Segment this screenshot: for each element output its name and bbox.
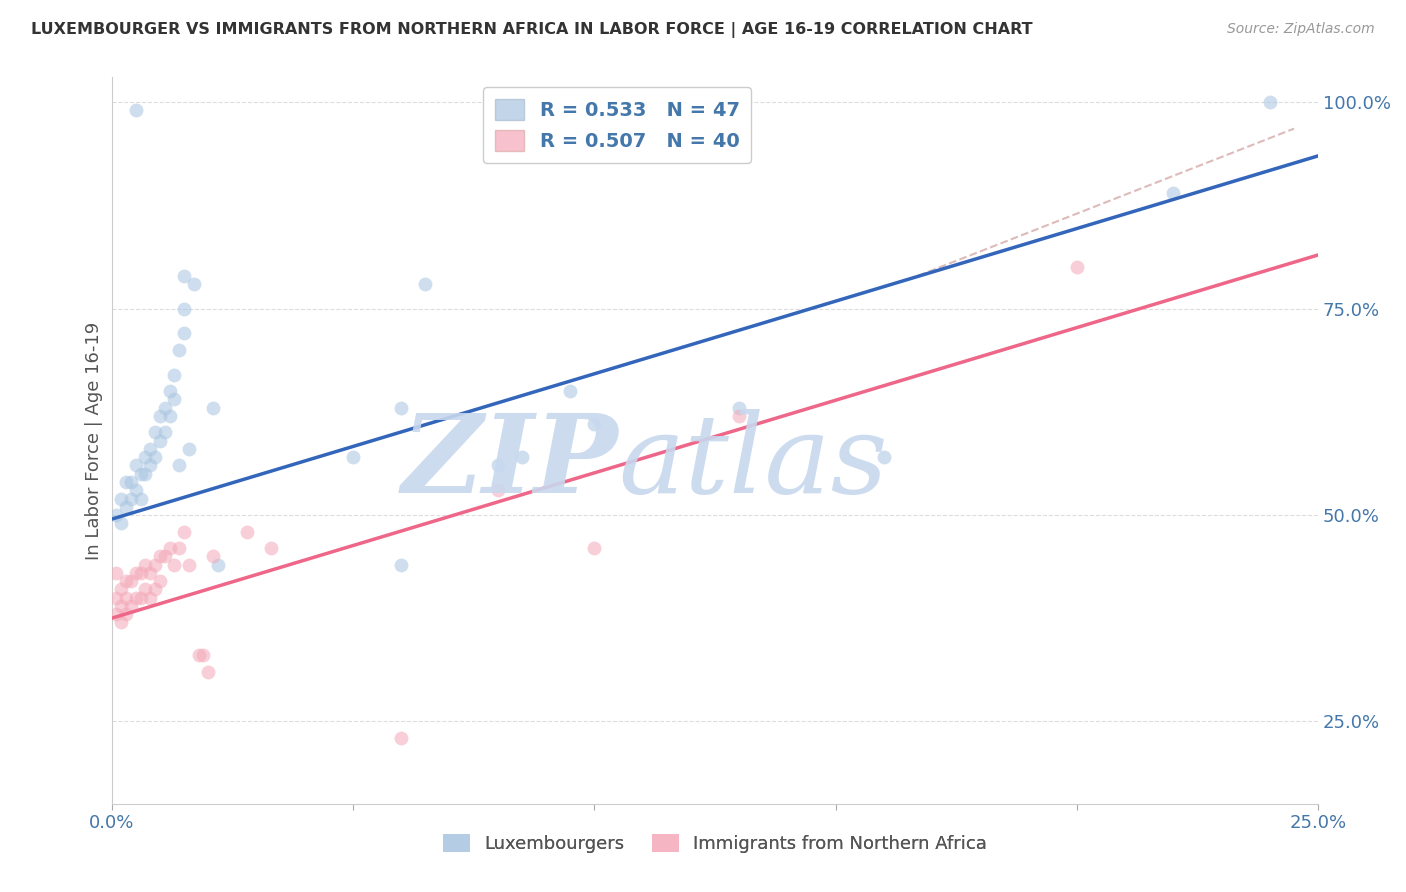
Point [125,458,148,473]
Point [728,401,751,415]
Point [115,591,138,605]
Point [143,425,166,440]
Point [167,343,190,357]
Point [159,541,181,555]
Point [193,648,215,663]
Point [173,326,195,341]
Point [177,558,200,572]
Point [110,599,132,613]
Point [139,442,162,456]
Point [125,483,148,498]
Point [129,566,152,580]
Point [201,549,224,564]
Point [415,277,437,291]
Point [163,392,186,407]
Point [153,425,176,440]
Point [163,558,186,572]
Point [120,491,142,506]
Point [173,524,195,539]
Point [105,607,128,621]
Point [139,458,162,473]
Point [260,541,283,555]
Text: atlas: atlas [619,409,889,516]
Point [115,574,138,588]
Point [115,607,138,621]
Point [728,409,751,423]
Point [1163,186,1185,200]
Point [486,458,509,473]
Point [134,558,156,572]
Point [236,524,259,539]
Point [125,591,148,605]
Point [125,103,148,118]
Point [389,401,412,415]
Point [183,277,205,291]
Point [105,508,128,522]
Point [149,549,172,564]
Point [139,591,162,605]
Point [115,500,138,514]
Point [143,582,166,597]
Point [187,648,209,663]
Point [149,574,172,588]
Point [105,591,128,605]
Point [149,434,172,448]
Point [173,268,195,283]
Point [197,665,219,679]
Point [1258,95,1281,110]
Point [120,475,142,489]
Point [583,541,606,555]
Point [558,384,581,399]
Point [159,384,181,399]
Point [110,491,132,506]
Point [167,458,190,473]
Point [159,409,181,423]
Point [110,615,132,630]
Y-axis label: In Labor Force | Age 16-19: In Labor Force | Age 16-19 [86,322,103,560]
Point [110,516,132,531]
Point [134,450,156,465]
Point [167,541,190,555]
Point [873,450,896,465]
Point [342,450,364,465]
Point [153,549,176,564]
Point [510,450,533,465]
Point [115,475,138,489]
Point [125,566,148,580]
Point [129,467,152,481]
Point [486,483,509,498]
Point [389,731,412,745]
Text: LUXEMBOURGER VS IMMIGRANTS FROM NORTHERN AFRICA IN LABOR FORCE | AGE 16-19 CORRE: LUXEMBOURGER VS IMMIGRANTS FROM NORTHERN… [31,22,1032,38]
Point [139,566,162,580]
Point [201,401,224,415]
Point [143,450,166,465]
Point [583,417,606,432]
Point [177,442,200,456]
Point [143,558,166,572]
Point [389,558,412,572]
Point [173,301,195,316]
Point [153,401,176,415]
Point [129,591,152,605]
Point [149,409,172,423]
Point [105,566,128,580]
Legend: Luxembourgers, Immigrants from Northern Africa: Luxembourgers, Immigrants from Northern … [436,827,994,861]
Point [120,599,142,613]
Point [134,582,156,597]
Point [110,582,132,597]
Point [1066,260,1088,275]
Point [134,467,156,481]
Text: Source: ZipAtlas.com: Source: ZipAtlas.com [1227,22,1375,37]
Point [163,368,186,382]
Point [129,491,152,506]
Point [207,558,229,572]
Point [120,574,142,588]
Text: ZIP: ZIP [402,409,619,516]
